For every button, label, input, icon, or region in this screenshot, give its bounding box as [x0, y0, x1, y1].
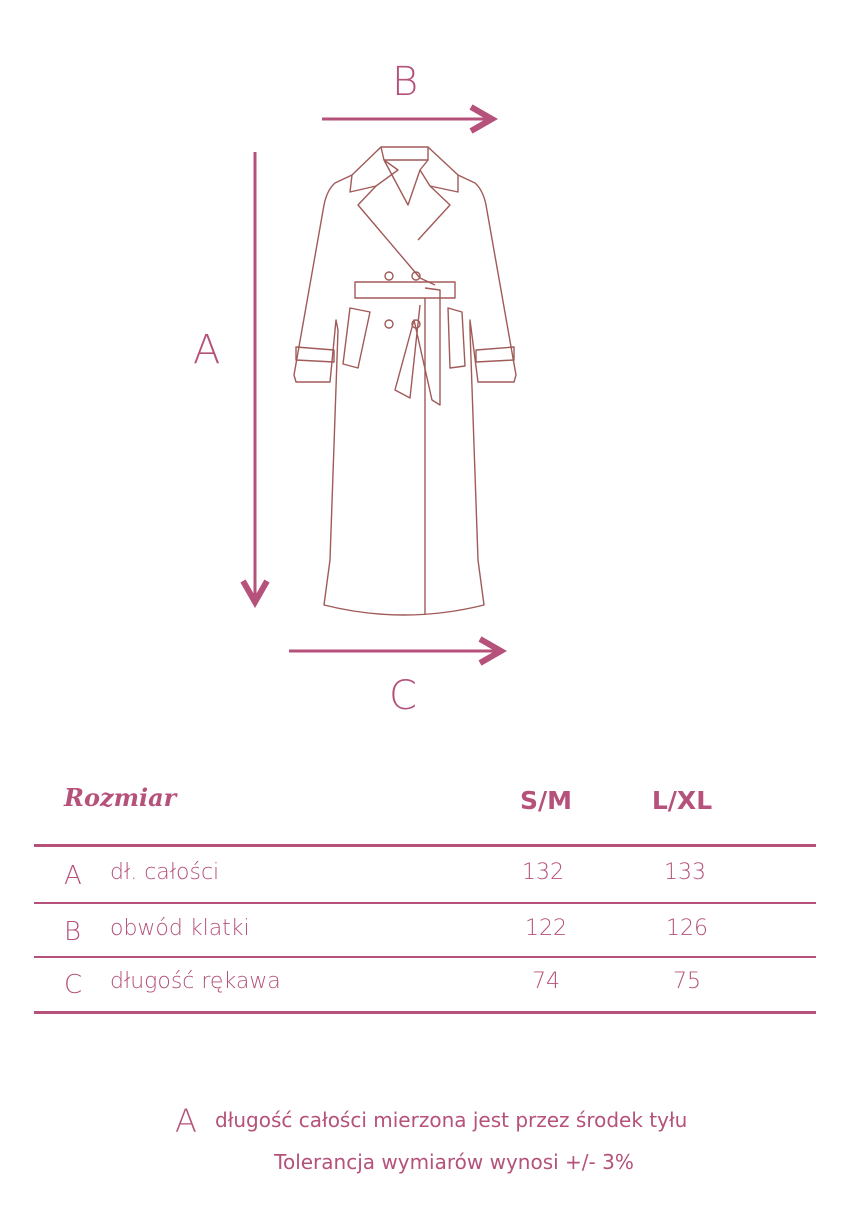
value-sm: 132	[522, 860, 564, 885]
value-lxl: 133	[664, 860, 706, 885]
row-letter: C	[64, 970, 83, 1000]
coat-sketch	[293, 146, 517, 616]
value-lxl: 75	[673, 969, 701, 994]
row-letter: B	[64, 917, 82, 947]
row-label: obwód klatki	[110, 916, 250, 941]
footer-note: długość całości mierzona jest przez środ…	[215, 1108, 688, 1132]
table-divider	[34, 956, 816, 958]
value-sm: 74	[532, 969, 560, 994]
row-letter: A	[64, 861, 82, 891]
footer-letter: A	[175, 1102, 197, 1140]
label-b: B	[392, 59, 419, 105]
label-c: C	[389, 673, 417, 719]
tolerance-note: Tolerancja wymiarów wynosi +/- 3%	[274, 1150, 634, 1174]
row-label: dł. całości	[110, 860, 220, 885]
value-sm: 122	[525, 916, 567, 941]
row-label: długość rękawa	[110, 969, 281, 994]
column-header-sm: S/M	[519, 786, 572, 815]
table-divider	[34, 1011, 816, 1014]
size-table-title: Rozmiar	[64, 783, 177, 812]
label-a: A	[193, 327, 221, 373]
column-header-lxl: L/XL	[651, 786, 713, 815]
value-lxl: 126	[666, 916, 708, 941]
table-divider	[34, 844, 816, 847]
coat-diagram	[0, 0, 517, 720]
table-divider	[34, 902, 816, 904]
